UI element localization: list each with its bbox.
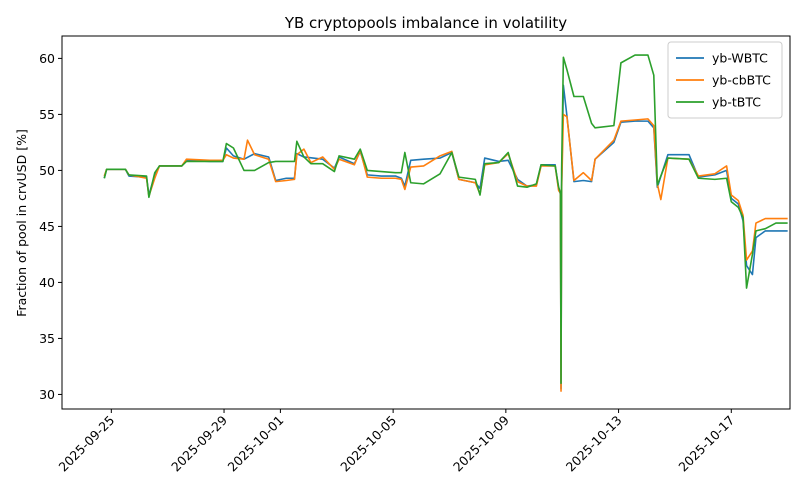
y-tick-label: 45	[39, 219, 55, 234]
plot-frame	[61, 35, 791, 410]
y-tick-label: 40	[39, 275, 55, 290]
y-tick-label: 35	[39, 331, 55, 346]
y-tick-label: 50	[39, 163, 55, 178]
legend-label-yb-tbtc: yb-tBTC	[712, 95, 761, 110]
y-axis: 30 35 40 45 50 55 60	[39, 51, 62, 402]
y-tick-label: 30	[39, 387, 55, 402]
legend-label-yb-wbtc: yb-WBTC	[712, 51, 768, 66]
series-line-yb-tbtc	[103, 54, 788, 385]
series-line-yb-wbtc	[103, 84, 788, 390]
legend-label-yb-cbbtc: yb-cbBTC	[712, 73, 771, 88]
series-layer	[103, 54, 788, 392]
legend-box	[667, 41, 783, 119]
y-axis-label: Fraction of pool in crvUSD [%]	[14, 129, 29, 317]
legend: yb-WBTC yb-cbBTC yb-tBTC	[667, 41, 783, 119]
chart-title: YB cryptopools imbalance in volatility	[284, 14, 567, 32]
y-tick-label: 60	[39, 51, 55, 66]
y-tick-label: 55	[39, 107, 55, 122]
